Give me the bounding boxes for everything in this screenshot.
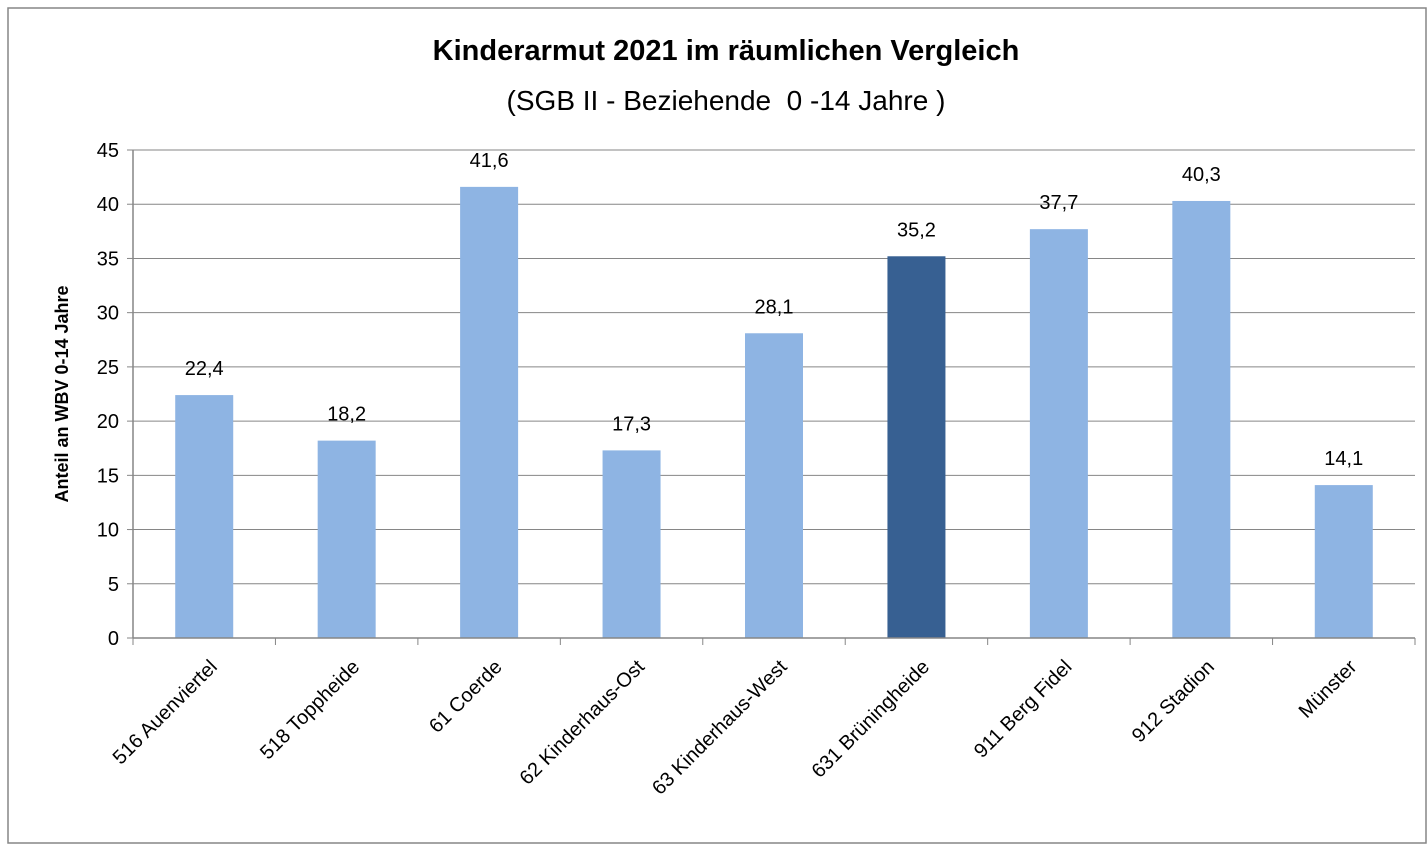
y-tick-label: 25 [97, 357, 119, 379]
bar [175, 395, 234, 638]
y-tick-label: 0 [108, 628, 119, 650]
chart-title: Kinderarmut 2021 im räumlichen Vergleich [433, 35, 1020, 67]
data-label: 14,1 [1324, 448, 1363, 470]
data-label: 40,3 [1182, 164, 1221, 186]
bar [1029, 229, 1088, 639]
data-label: 28,1 [755, 296, 794, 318]
y-tick-label: 35 [97, 248, 119, 270]
bar [602, 450, 661, 638]
data-label: 18,2 [327, 404, 366, 426]
data-label: 41,6 [470, 150, 509, 172]
data-label: 17,3 [612, 413, 651, 435]
bar [460, 186, 519, 639]
bar [1314, 485, 1373, 638]
y-tick-label: 30 [97, 303, 119, 325]
y-tick-label: 15 [97, 465, 119, 487]
bar [887, 256, 946, 638]
y-tick-label: 45 [97, 140, 119, 162]
y-tick-label: 40 [97, 194, 119, 216]
y-axis-label: Anteil an WBV 0-14 Jahre [52, 285, 72, 502]
y-tick-label: 5 [108, 574, 119, 596]
y-tick-label: 20 [97, 411, 119, 433]
data-label: 22,4 [185, 358, 224, 380]
chart-subtitle: (SGB II - Beziehende 0 -14 Jahre ) [507, 85, 946, 116]
data-label: 35,2 [897, 219, 936, 241]
y-tick-label: 10 [97, 520, 119, 542]
bar [1172, 200, 1231, 639]
bar [745, 333, 803, 638]
data-label: 37,7 [1039, 192, 1078, 214]
bar [317, 440, 376, 638]
